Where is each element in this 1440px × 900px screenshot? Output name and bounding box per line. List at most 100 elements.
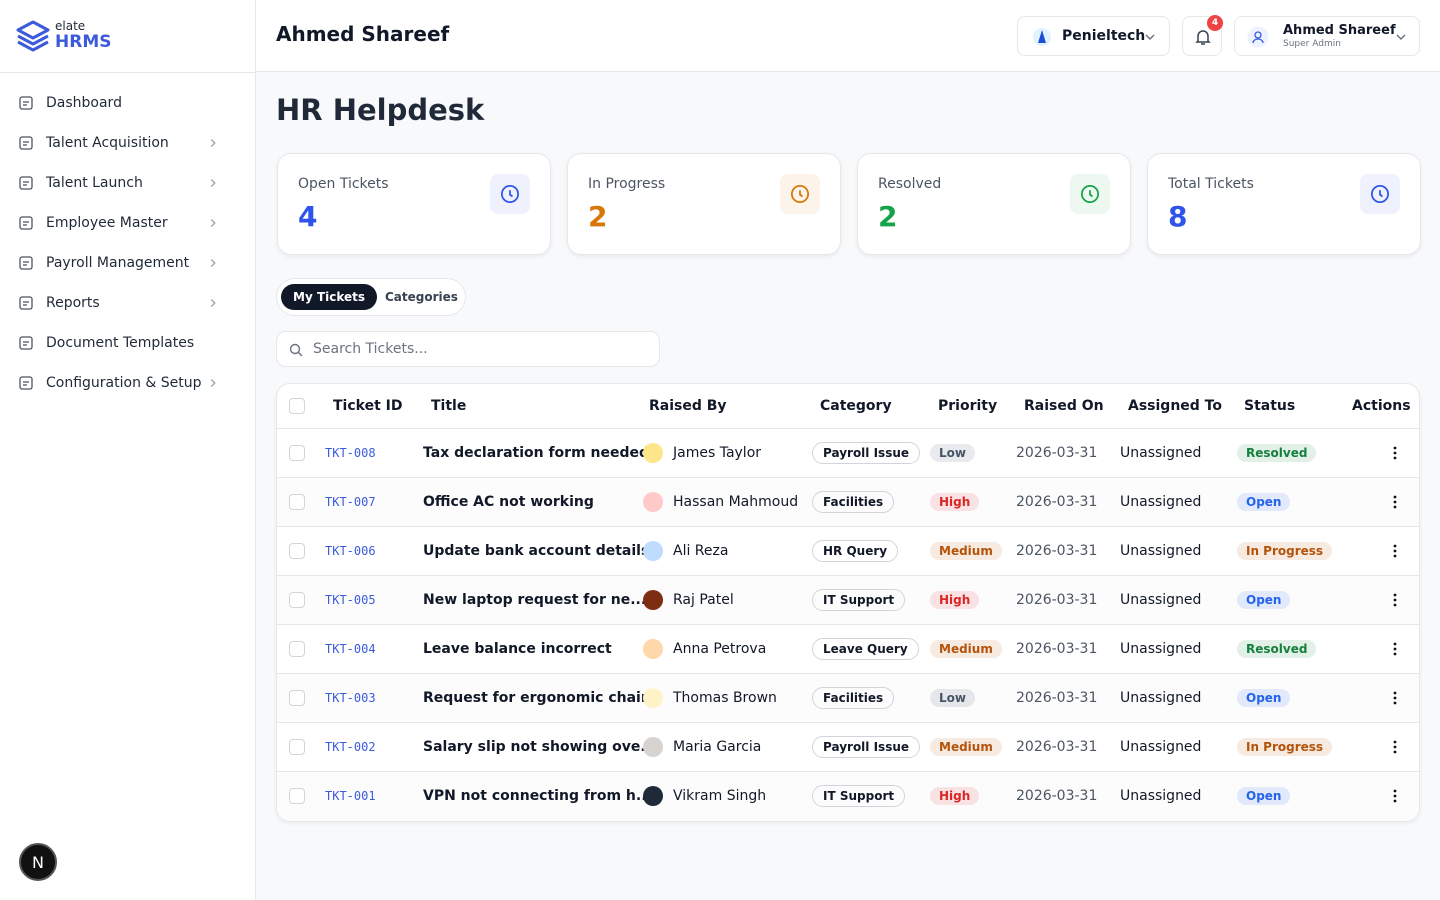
nav-item[interactable]: Configuration & Setup — [18, 365, 238, 401]
assigned-to-cell: Unassigned — [1120, 772, 1201, 820]
nav-item[interactable]: Reports — [18, 285, 238, 321]
actions-cell — [1387, 723, 1403, 771]
assigned-to: Unassigned — [1120, 690, 1202, 706]
table-row: TKT-008 Tax declaration form needed James … — [277, 428, 1419, 477]
title-cell: Request for ergonomic chair — [423, 674, 648, 722]
checkbox[interactable] — [289, 445, 305, 461]
sidebar: elate HRMS Dashboard Talent Acquisition Ta… — [0, 0, 256, 900]
priority: High — [930, 787, 980, 805]
nav-label: Document Templates — [46, 335, 195, 351]
id-cell: TKT-007 — [325, 478, 376, 526]
id-cell: TKT-006 — [325, 527, 376, 575]
nav-item[interactable]: Employee Master — [18, 205, 238, 241]
ticket-id[interactable]: TKT-007 — [325, 495, 376, 509]
notification-count: 4 — [1207, 15, 1223, 31]
ticket-id[interactable]: TKT-002 — [325, 740, 376, 754]
checkbox[interactable] — [289, 641, 305, 657]
search[interactable]: Search Tickets... — [276, 331, 660, 367]
tab[interactable]: My Tickets — [281, 284, 378, 310]
category-cell: Facilities — [812, 674, 895, 722]
checkbox[interactable] — [289, 592, 305, 608]
stat-card: Open Tickets 4 — [277, 153, 551, 255]
row-menu[interactable] — [1387, 690, 1403, 706]
assigned-to: Unassigned — [1120, 494, 1202, 510]
checkbox[interactable] — [289, 494, 305, 510]
actions-cell — [1387, 527, 1403, 575]
ticket-id[interactable]: TKT-008 — [325, 446, 376, 460]
row-menu[interactable] — [1387, 739, 1403, 755]
ticket-id[interactable]: TKT-005 — [325, 593, 376, 607]
checkbox-cell — [289, 429, 305, 477]
status-cell: Resolved — [1237, 625, 1317, 673]
kebab-icon — [1393, 691, 1397, 705]
user-avatar — [1247, 26, 1269, 48]
icon — [1081, 185, 1099, 203]
nav-icon — [19, 176, 33, 190]
column-header: Category — [820, 398, 892, 414]
checkbox[interactable] — [289, 543, 305, 559]
priority: Low — [930, 689, 975, 707]
ticket-title: Update bank account details — [423, 543, 650, 559]
category-cell: IT Support — [812, 772, 906, 820]
icon — [791, 185, 809, 203]
raised-on-cell: 2026-03-31 — [1016, 576, 1097, 624]
nav-icon — [19, 336, 33, 350]
assigned-to: Unassigned — [1120, 445, 1202, 461]
nav-item[interactable]: Talent Acquisition — [18, 125, 238, 161]
priority-cell: Medium — [930, 625, 1002, 673]
checkbox[interactable] — [289, 739, 305, 755]
nav-item[interactable]: Dashboard — [18, 85, 238, 121]
avatar — [643, 541, 663, 561]
priority-cell: Medium — [930, 723, 1002, 771]
stat-value: 4 — [298, 200, 318, 233]
raised-by-cell: James Taylor — [643, 429, 761, 477]
ticket-id[interactable]: TKT-001 — [325, 789, 376, 803]
stat-icon — [1360, 174, 1400, 214]
title-cell: Salary slip not showing ove... — [423, 723, 656, 771]
priority: Medium — [930, 738, 1002, 756]
actions-cell — [1387, 478, 1403, 526]
nav-item[interactable]: Talent Launch — [18, 165, 238, 201]
row-menu[interactable] — [1387, 592, 1403, 608]
priority-cell: High — [930, 772, 980, 820]
user-menu[interactable]: Ahmed Shareef Super Admin — [1234, 16, 1420, 56]
ticket-id[interactable]: TKT-006 — [325, 544, 376, 558]
avatar — [643, 737, 663, 757]
ticket-title: Salary slip not showing ove... — [423, 739, 657, 755]
page-title: HR Helpdesk — [276, 93, 485, 127]
checkbox[interactable] — [289, 690, 305, 706]
tab[interactable]: Categories — [385, 290, 458, 304]
category-cell: Payroll Issue — [812, 429, 921, 477]
checkbox-cell — [289, 723, 305, 771]
row-menu[interactable] — [1387, 445, 1403, 461]
raised-on-cell: 2026-03-31 — [1016, 429, 1097, 477]
row-menu[interactable] — [1387, 641, 1403, 657]
avatar — [643, 590, 663, 610]
checkbox[interactable] — [289, 788, 305, 804]
row-menu[interactable] — [1387, 788, 1403, 804]
nav-item[interactable]: Payroll Management — [18, 245, 238, 281]
assigned-to-cell: Unassigned — [1120, 674, 1201, 722]
category: Payroll Issue — [812, 442, 921, 464]
icon — [1371, 185, 1389, 203]
select-all[interactable] — [289, 398, 305, 414]
row-menu[interactable] — [1387, 494, 1403, 510]
nav-icon — [19, 376, 33, 390]
status-cell: Open — [1237, 478, 1291, 526]
dev-badge[interactable]: N — [19, 843, 57, 881]
actions-cell — [1387, 772, 1403, 820]
stat-label: In Progress — [588, 176, 666, 192]
priority: Low — [930, 444, 975, 462]
nav-item[interactable]: Document Templates — [18, 325, 238, 361]
id-cell: TKT-005 — [325, 576, 376, 624]
ticket-id[interactable]: TKT-003 — [325, 691, 376, 705]
title-cell: Leave balance incorrect — [423, 625, 612, 673]
column-header: Ticket ID — [333, 398, 403, 414]
notifications[interactable]: 4 — [1182, 15, 1223, 56]
search-placeholder: Search Tickets... — [313, 341, 428, 357]
row-menu[interactable] — [1387, 543, 1403, 559]
assigned-to-cell: Unassigned — [1120, 478, 1201, 526]
nav-label: Payroll Management — [46, 255, 190, 271]
ticket-id[interactable]: TKT-004 — [325, 642, 376, 656]
org-switcher[interactable]: Penieltech — [1017, 16, 1170, 56]
